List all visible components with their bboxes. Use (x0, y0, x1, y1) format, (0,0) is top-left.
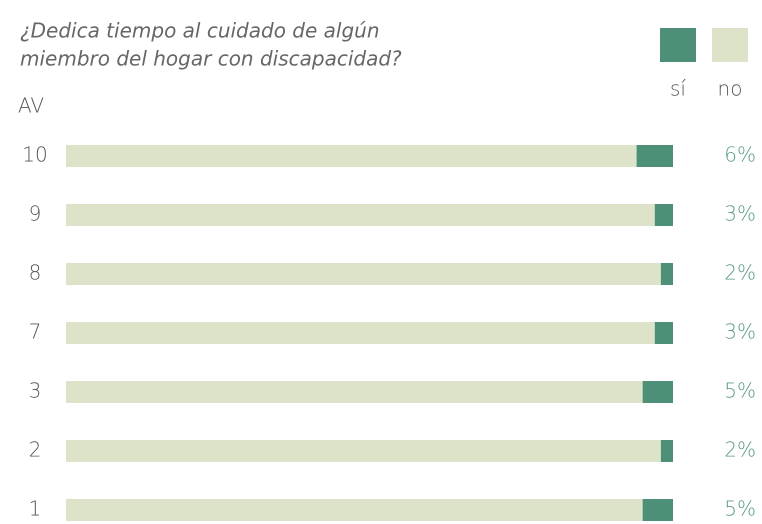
y-tick-label: 3 (29, 379, 42, 403)
bar-segment (66, 322, 655, 344)
bar-segment (654, 322, 673, 344)
bar-segment (642, 381, 673, 403)
legend-swatch (712, 28, 748, 62)
bar-segment (66, 204, 655, 226)
bar-segment (636, 145, 673, 167)
value-label: 5% (724, 497, 756, 521)
bar-segment (66, 499, 643, 521)
y-tick-label: 10 (22, 143, 47, 167)
bar-segment (66, 263, 661, 285)
bar-segment (66, 145, 637, 167)
bar-segment (660, 440, 673, 462)
value-label: 2% (724, 438, 756, 462)
bar-segment (66, 440, 661, 462)
bar-segment (654, 204, 673, 226)
bar-segment (66, 381, 643, 403)
legend-label: sí (670, 77, 686, 101)
y-tick-label: 1 (29, 497, 42, 521)
value-label: 6% (724, 143, 756, 167)
y-tick-label: 8 (29, 261, 42, 285)
chart-title-line: ¿Dedica tiempo al cuidado de algún (20, 19, 380, 43)
bar-segment (642, 499, 673, 521)
y-tick-label: 9 (29, 202, 42, 226)
chart-title-line: miembro del hogar con discapacidad? (20, 47, 402, 71)
value-label: 3% (724, 320, 756, 344)
legend-swatch (660, 28, 696, 62)
value-label: 3% (724, 202, 756, 226)
axis-label: AV (18, 94, 44, 118)
y-tick-label: 7 (29, 320, 42, 344)
y-tick-label: 2 (29, 438, 42, 462)
bar-segment (660, 263, 673, 285)
value-label: 2% (724, 261, 756, 285)
legend-label: no (718, 77, 743, 101)
value-label: 5% (724, 379, 756, 403)
